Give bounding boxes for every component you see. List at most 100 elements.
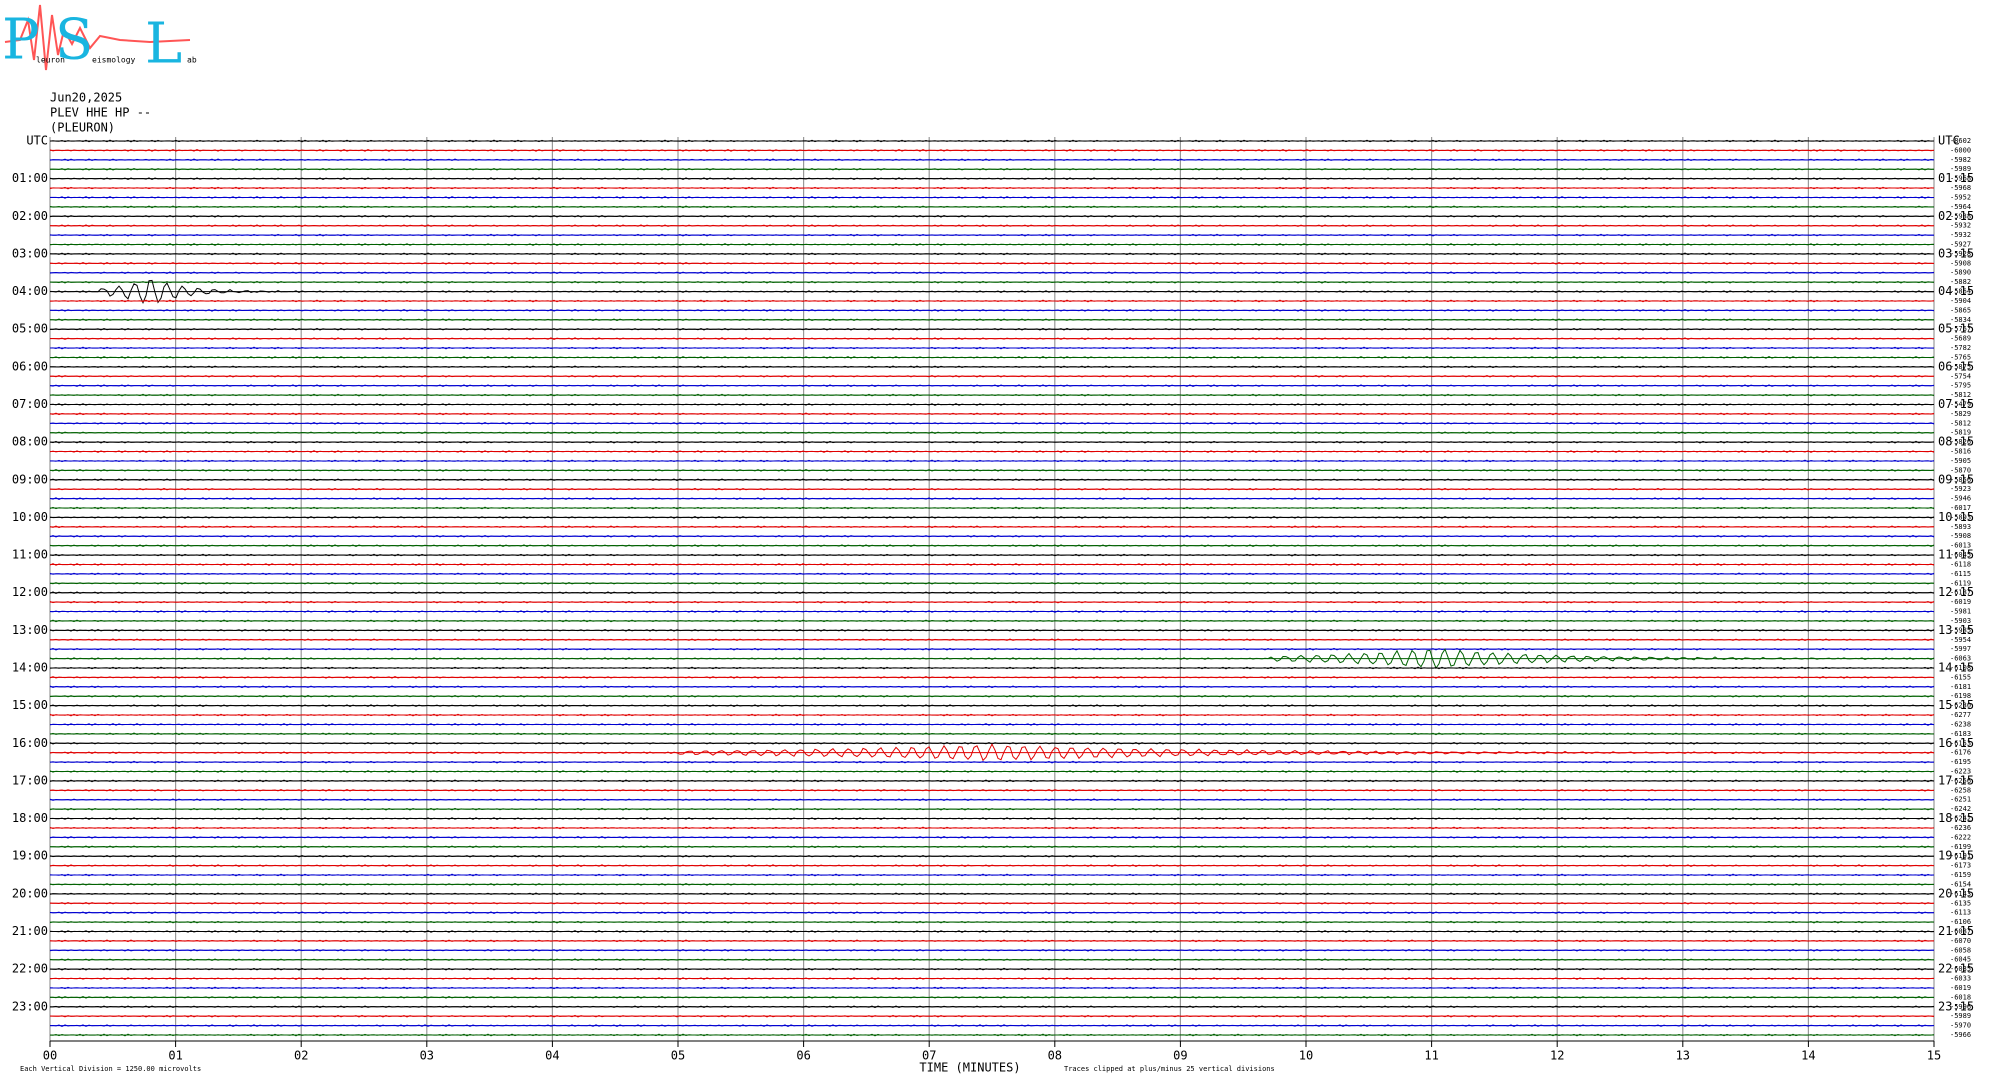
offset-label: -6242 bbox=[1950, 815, 1971, 823]
trace bbox=[49, 967, 1935, 971]
left-time-label: 09:00 bbox=[12, 472, 48, 486]
offset-label: -5893 bbox=[1950, 523, 1971, 531]
logo: P S L leuron eismology ab bbox=[2, 4, 197, 77]
trace bbox=[49, 743, 1935, 762]
x-tick-label: 15 bbox=[1927, 1049, 1941, 1063]
offset-label: -6191 bbox=[1950, 852, 1971, 860]
trace bbox=[49, 553, 1935, 557]
trace bbox=[50, 337, 1935, 340]
trace bbox=[49, 591, 1935, 595]
offset-label: -6159 bbox=[1950, 871, 1971, 879]
right-time-label: 08:15 bbox=[1938, 435, 1974, 449]
offset-label: -6106 bbox=[1950, 918, 1971, 926]
trace bbox=[49, 139, 1935, 143]
trace bbox=[49, 261, 1935, 265]
trace bbox=[49, 1014, 1935, 1018]
logo-word: eismology bbox=[92, 56, 136, 65]
offset-label: -5903 bbox=[1950, 617, 1971, 625]
trace bbox=[49, 384, 1935, 388]
trace bbox=[49, 798, 1935, 802]
offset-label: -5905 bbox=[1950, 457, 1971, 465]
trace bbox=[49, 421, 1935, 425]
trace bbox=[49, 1005, 1935, 1009]
trace bbox=[49, 939, 1934, 943]
right-time-label: 06:15 bbox=[1938, 359, 1974, 373]
x-tick-label: 08 bbox=[1048, 1049, 1062, 1063]
offset-label: -6198 bbox=[1950, 692, 1971, 700]
trace bbox=[49, 647, 1935, 651]
trace bbox=[49, 356, 1935, 359]
x-tick-label: 14 bbox=[1801, 1049, 1815, 1063]
trace bbox=[49, 788, 1935, 792]
left-time-label: 22:00 bbox=[12, 962, 48, 976]
offset-label: -5816 bbox=[1950, 448, 1971, 456]
logo-letter: S bbox=[55, 8, 93, 73]
trace bbox=[49, 346, 1934, 350]
trace bbox=[49, 986, 1935, 990]
trace bbox=[49, 723, 1935, 726]
offset-label: -6236 bbox=[1950, 824, 1971, 832]
logo-letter: P bbox=[2, 8, 40, 73]
trace bbox=[49, 648, 1935, 670]
right-time-label: 14:15 bbox=[1938, 660, 1974, 674]
offset-label: -5812 bbox=[1950, 419, 1971, 427]
offset-label: -5865 bbox=[1950, 306, 1971, 314]
trace bbox=[49, 770, 1935, 773]
trace bbox=[49, 1024, 1935, 1027]
offset-label: -6173 bbox=[1950, 862, 1971, 870]
location: (PLEURON) bbox=[50, 121, 115, 135]
offset-label: -6199 bbox=[1950, 843, 1971, 851]
trace bbox=[49, 440, 1935, 444]
offset-label: -6195 bbox=[1950, 758, 1971, 766]
offset-label: -6176 bbox=[1950, 749, 1971, 757]
offset-label: -6251 bbox=[1950, 796, 1971, 804]
logo-wave bbox=[4, 4, 191, 71]
trace bbox=[49, 412, 1935, 416]
trace bbox=[49, 205, 1934, 209]
offset-label: -6223 bbox=[1950, 768, 1971, 776]
trace bbox=[49, 864, 1935, 867]
offset-label: -6115 bbox=[1950, 570, 1971, 578]
trace bbox=[49, 948, 1935, 952]
right-time-label: 16:15 bbox=[1938, 736, 1974, 750]
x-tick-label: 13 bbox=[1676, 1049, 1690, 1063]
right-time-label: 15:15 bbox=[1938, 698, 1974, 712]
plot-area: 00 01 02 03 04 05 06 07 08 09 10 11 12 13 14 15-8602-60… bbox=[12, 134, 1974, 1063]
trace bbox=[50, 196, 1935, 199]
offset-label: -5928 bbox=[1950, 250, 1971, 258]
offset-label: -5908 bbox=[1950, 259, 1971, 267]
trace bbox=[49, 403, 1935, 406]
left-time-label: 23:00 bbox=[12, 999, 48, 1013]
offset-label: -6153 bbox=[1950, 739, 1971, 747]
right-time-label: 01:15 bbox=[1938, 171, 1974, 185]
right-time-label: 21:15 bbox=[1938, 924, 1974, 938]
offset-label: -5829 bbox=[1950, 410, 1971, 418]
left-time-label: 18:00 bbox=[12, 811, 48, 825]
offset-label: -5989 bbox=[1950, 165, 1971, 173]
x-tick-label: 06 bbox=[796, 1049, 810, 1063]
x-tick-label: 02 bbox=[294, 1049, 308, 1063]
offset-label: -5890 bbox=[1950, 269, 1971, 277]
right-time-label: 20:15 bbox=[1938, 886, 1974, 900]
offset-label: -5479 bbox=[1950, 400, 1971, 408]
logo-word: leuron bbox=[36, 56, 65, 65]
left-time-label: 04:00 bbox=[12, 284, 48, 298]
offset-label: -5927 bbox=[1950, 241, 1971, 249]
offset-label: -8602 bbox=[1950, 137, 1971, 145]
trace bbox=[49, 694, 1935, 698]
trace bbox=[49, 817, 1935, 820]
trace bbox=[49, 930, 1935, 933]
offset-label: -6070 bbox=[1950, 937, 1971, 945]
trace bbox=[49, 149, 1935, 152]
offset-label: -5982 bbox=[1950, 156, 1971, 164]
trace bbox=[49, 666, 1935, 670]
right-time-label: 19:15 bbox=[1938, 849, 1974, 863]
trace bbox=[49, 431, 1935, 435]
left-time-label: 16:00 bbox=[12, 736, 48, 750]
offset-label: -5946 bbox=[1950, 495, 1971, 503]
left-time-label: 12:00 bbox=[12, 585, 48, 599]
offset-label: -5856 bbox=[1950, 476, 1971, 484]
offset-label: -6222 bbox=[1950, 833, 1971, 841]
trace bbox=[49, 516, 1935, 519]
